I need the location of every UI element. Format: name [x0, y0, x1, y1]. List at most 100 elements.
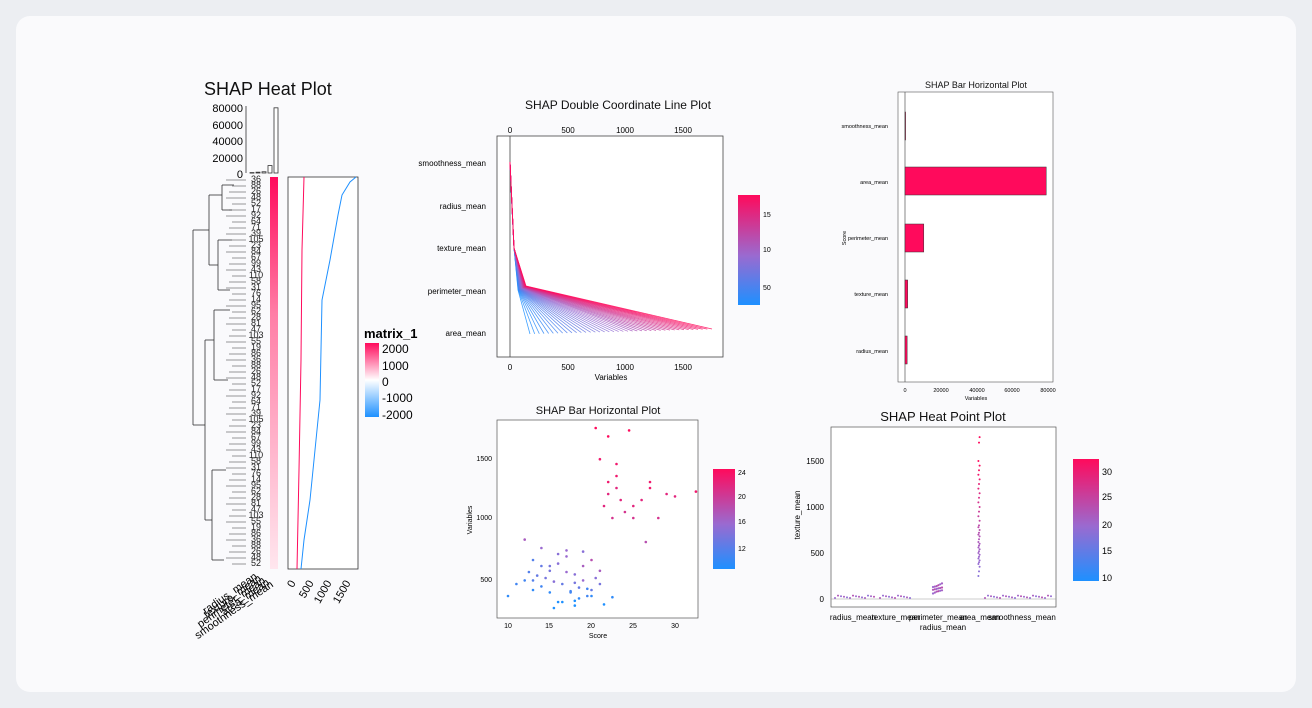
heatpoint-point	[940, 586, 944, 589]
heatpoint-point	[977, 563, 980, 565]
heat-x-ticks: 0 500 1000 1500	[285, 579, 353, 606]
heat-bar	[273, 107, 279, 174]
heat-row-label: 39	[251, 228, 261, 238]
heatpoint-point	[977, 533, 980, 536]
heatpoint-point	[873, 595, 875, 598]
heatpoint-point	[978, 538, 980, 541]
heatpoint-points	[834, 436, 1052, 599]
heatpoint-point	[939, 589, 942, 592]
heatpoint-point	[978, 542, 981, 545]
scatter-point	[581, 550, 585, 553]
heatpoint-point	[977, 575, 980, 577]
heat-row-label: 67	[251, 252, 261, 262]
scatter-point	[540, 546, 543, 550]
scatter-point	[665, 492, 668, 496]
heatpoint-point	[937, 584, 940, 587]
heatpoint-ylabel: texture_mean	[793, 491, 802, 540]
heatpoint-point	[1014, 597, 1016, 599]
heatpoint-point	[978, 478, 981, 481]
scatter-point	[606, 492, 610, 496]
scatter-x-ticks: 10 15 20 25 30	[504, 623, 679, 630]
scatter-point	[602, 504, 606, 508]
heat-bar-tick: 0	[237, 169, 243, 181]
scatter-point	[615, 462, 618, 466]
scatter-point	[586, 587, 589, 591]
heatpoint-point	[1008, 595, 1010, 598]
heatpoint-point	[978, 469, 980, 472]
dcl-feature-label: area_mean	[446, 329, 486, 338]
heatpoint-point	[978, 555, 980, 558]
heat-bar	[255, 171, 261, 174]
scatter-point	[535, 574, 539, 577]
dcl-bottom-tick: 1000	[616, 363, 634, 372]
heatpoint-point	[978, 464, 981, 467]
heatpoint-point	[935, 590, 938, 593]
heatpoint-point	[978, 483, 980, 485]
scatter-point	[644, 540, 648, 544]
heatpoint-point	[1020, 595, 1022, 598]
scatter-point	[598, 569, 602, 573]
heat-row-label: 28	[251, 312, 261, 322]
heat-row-label: 67	[251, 432, 261, 442]
dcl-legend-tick: 10	[763, 247, 771, 254]
heat-row-label: 19	[251, 522, 261, 532]
heatpoint-x-tick: radius_mean	[830, 613, 876, 622]
scatter-point	[556, 552, 560, 556]
scatter-point	[640, 498, 643, 502]
heatpoint-point	[1023, 595, 1025, 598]
heat-row-label: 110	[249, 450, 263, 460]
heatpoint-point	[993, 595, 995, 598]
heatpoint-point	[1017, 594, 1019, 597]
heatpoint-point	[849, 597, 851, 599]
heatpoint-point	[900, 595, 902, 598]
heat-row-label: 19	[251, 342, 261, 352]
scatter-point	[531, 579, 535, 582]
heatpoint-y-tick: 1500	[806, 457, 824, 466]
hbar-xlabel: Variables	[965, 396, 988, 402]
scatter-point	[561, 600, 564, 604]
heat-row-label: 43	[251, 444, 261, 454]
heatpoint-point	[978, 535, 981, 538]
heatpoint-point	[978, 506, 981, 508]
heat-row-label: 84	[251, 246, 261, 256]
heat-bar	[249, 172, 255, 174]
heat-bar-tick: 20000	[212, 153, 243, 165]
heatpoint-xlabel: radius_mean	[920, 623, 966, 632]
heatpoint-legend-bar	[1073, 459, 1099, 581]
scatter-y-tick: 500	[480, 577, 492, 584]
heatpoint-point	[939, 586, 942, 590]
heatpoint-point	[978, 492, 981, 495]
heatpoint-point	[977, 552, 980, 554]
heat-row-label: 88	[251, 180, 261, 190]
hbar-x-tick: 0	[903, 388, 906, 394]
heat-row-label: 76	[251, 288, 261, 298]
scatter-point	[615, 474, 618, 478]
heat-row-label: 103	[248, 330, 263, 340]
heat-row-label: 103	[248, 510, 263, 520]
heatpoint-point	[978, 436, 981, 439]
heatpoint-point	[840, 595, 842, 598]
heatpoint-legend-tick: 10	[1102, 573, 1112, 583]
heatpoint-point	[977, 526, 980, 529]
scatter-point	[552, 606, 556, 610]
heatpoint-y-tick: 500	[811, 549, 825, 558]
heatpoint-x-tick: texture_mean	[872, 613, 921, 622]
scatter-point	[615, 486, 618, 490]
heatpoint-point	[978, 519, 981, 522]
heatpoint-point	[978, 559, 981, 562]
scatter-point	[540, 564, 543, 568]
heat-row-label: 62	[251, 306, 261, 316]
heatpoint-point	[855, 595, 857, 598]
scatter-point	[556, 562, 560, 565]
heatpoint-point	[894, 597, 896, 599]
heatpoint-point	[984, 597, 986, 599]
heat-row-label: 55	[251, 516, 261, 526]
heatpoint-point	[837, 594, 839, 597]
heat-row-label: 92	[251, 390, 261, 400]
heat-row-label: 17	[251, 204, 261, 214]
scatter-x-tick: 10	[504, 623, 512, 630]
heatpoint-point	[933, 585, 936, 588]
heatpoint-point	[996, 596, 998, 599]
scatter-point	[565, 570, 568, 574]
dcl-feature-label: perimeter_mean	[428, 287, 486, 296]
